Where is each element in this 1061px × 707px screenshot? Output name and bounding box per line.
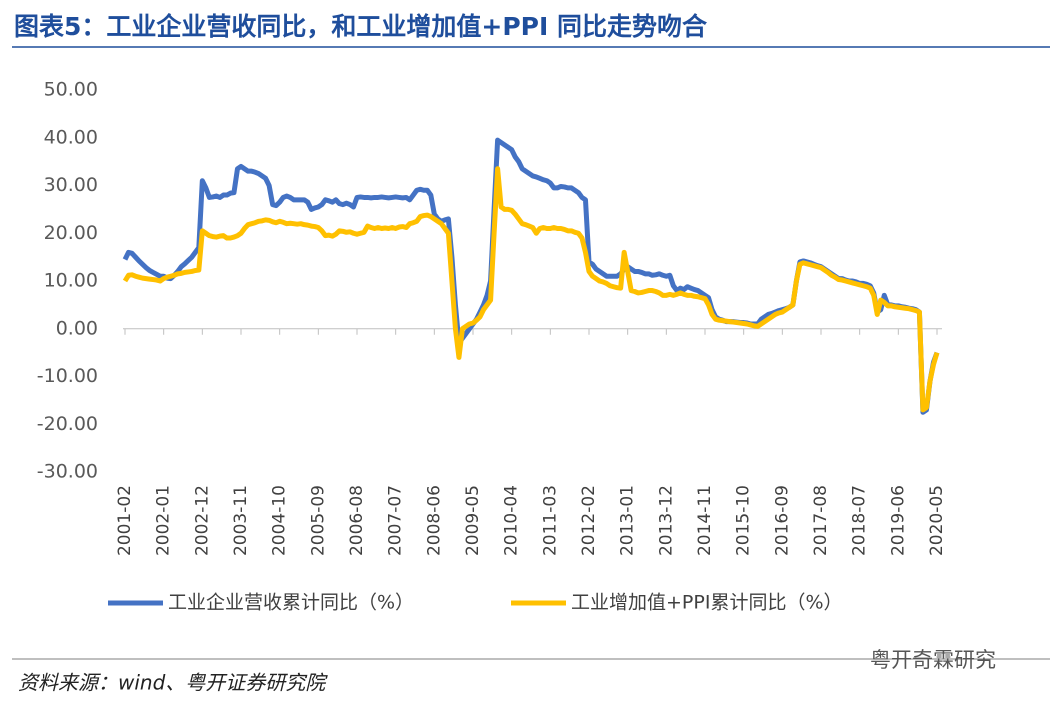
x-tick-label: 2010-04 (502, 485, 522, 556)
y-tick-label: -20.00 (37, 413, 98, 435)
series-line (122, 166, 940, 413)
y-tick-label: 0.00 (56, 317, 98, 339)
y-tick-label: 10.00 (44, 270, 98, 292)
x-tick-label: 2013-12 (656, 485, 676, 556)
x-tick-label: 2003-11 (231, 485, 251, 556)
y-tick-label: -30.00 (37, 461, 98, 483)
y-tick-label: -10.00 (37, 365, 98, 387)
x-tick-label: 2018-07 (850, 485, 870, 556)
source: 资料来源：wind、粤开证券研究院 (18, 671, 328, 695)
legend-label: 工业增加值+PPI累计同比（%） (571, 592, 843, 614)
watermark: 粤开奇霖研究 (870, 648, 996, 672)
chart-title: 图表5：工业企业营收同比，和工业增加值+PPI 同比走势吻合 (14, 12, 708, 41)
x-tick-label: 2017-08 (811, 485, 831, 556)
x-tick-label: 2014-11 (695, 485, 715, 556)
x-tick-label: 2002-01 (154, 485, 174, 556)
x-tick-label: 2013-01 (618, 485, 638, 556)
x-tick-label: 2006-08 (347, 485, 367, 556)
x-tick-label: 2005-09 (308, 485, 328, 556)
x-tick-label: 2001-02 (115, 485, 135, 556)
series-line (122, 137, 940, 415)
x-tick-label: 2009-05 (463, 485, 483, 556)
x-tick-label: 2002-12 (192, 485, 212, 556)
x-tick-label: 2019-06 (888, 485, 908, 556)
x-tick-label: 2020-05 (927, 485, 947, 556)
y-tick-label: 30.00 (44, 174, 98, 196)
x-tick-label: 2008-06 (424, 485, 444, 556)
x-tick-label: 2004-10 (270, 485, 290, 556)
x-tick-label: 2015-10 (734, 485, 754, 556)
y-tick-label: 40.00 (44, 126, 98, 148)
x-tick-label: 2007-07 (386, 485, 406, 556)
y-tick-label: 50.00 (44, 79, 98, 101)
y-tick-label: 20.00 (44, 222, 98, 244)
legend-label: 工业企业营收累计同比（%） (168, 592, 414, 614)
plot: 50.00 40.00 30.00 20.00 10.00 0.00 -10.00 -20.0… (37, 79, 947, 614)
x-tick-label: 2016-09 (772, 485, 792, 556)
x-tick-label: 2011-03 (540, 485, 560, 556)
x-tick-label: 2012-02 (579, 485, 599, 556)
